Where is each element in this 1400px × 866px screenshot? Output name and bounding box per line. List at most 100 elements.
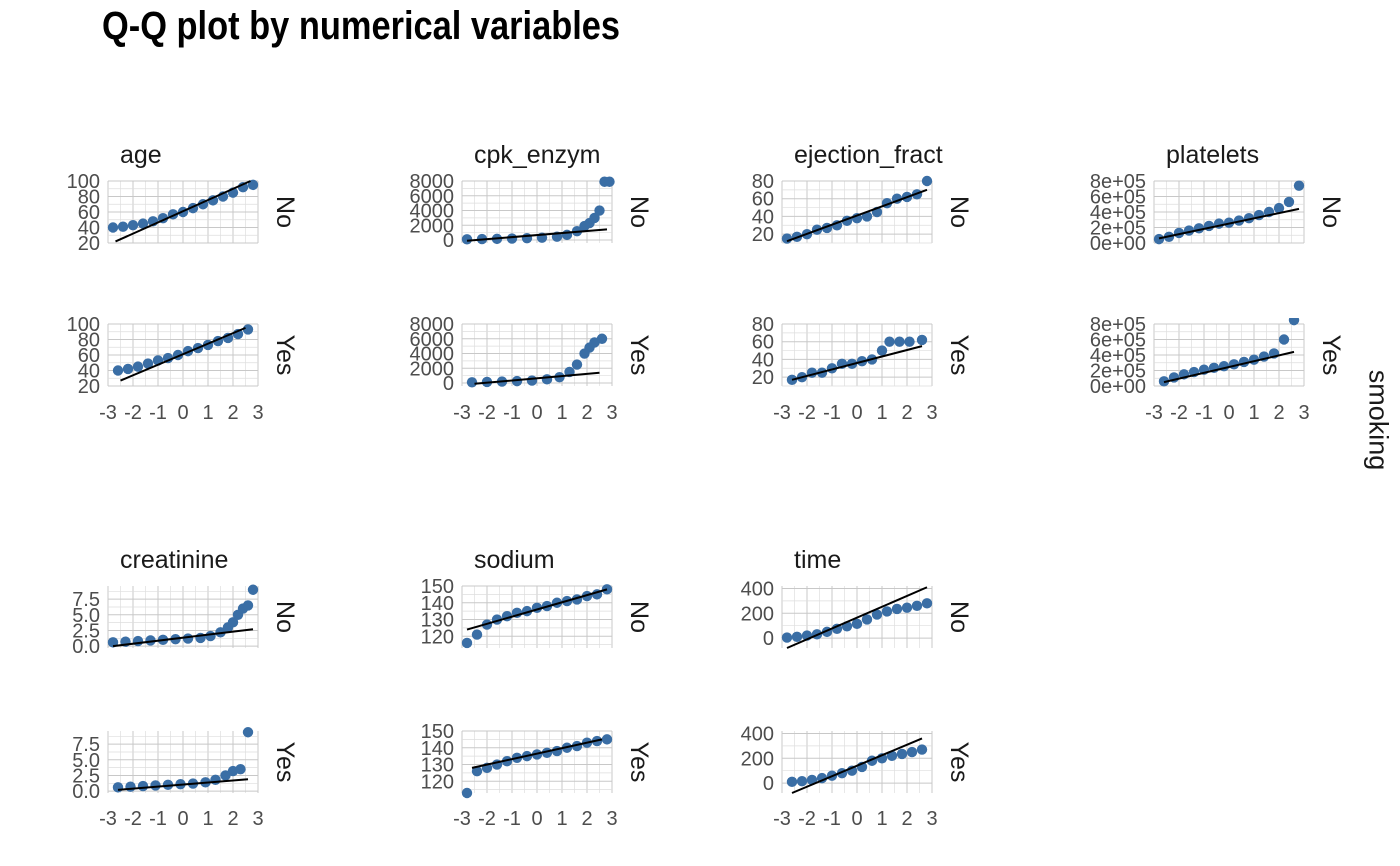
strip-label-no: No bbox=[1317, 196, 1345, 228]
qq-point bbox=[1273, 202, 1285, 214]
qq-point bbox=[182, 633, 194, 644]
y-tick-label: 6000 bbox=[410, 186, 455, 208]
y-tick-label: 40 bbox=[752, 349, 774, 371]
qq-point bbox=[461, 637, 473, 649]
plot-marks bbox=[1158, 318, 1300, 387]
facet-title: age bbox=[120, 141, 162, 169]
facet-title: sodium bbox=[474, 546, 555, 574]
qq-reference-line bbox=[466, 228, 608, 242]
y-tick-label: 0e+00 bbox=[1090, 376, 1146, 398]
qq-point bbox=[1283, 196, 1295, 208]
y-tick-label: 0 bbox=[443, 230, 454, 252]
y-tick-label: 130 bbox=[421, 755, 454, 777]
x-tick-label: -3 bbox=[773, 808, 791, 830]
x-tick-label: -3 bbox=[453, 402, 471, 424]
plot-marks bbox=[112, 324, 254, 382]
y-tick-label: 200 bbox=[741, 603, 774, 625]
qq-point bbox=[561, 229, 573, 241]
qq-point bbox=[521, 233, 533, 244]
y-tick-label: 2.5 bbox=[72, 765, 100, 787]
qq-point bbox=[137, 218, 149, 229]
qq-point bbox=[205, 630, 216, 642]
qq-point bbox=[1293, 180, 1305, 191]
x-tick-label: -3 bbox=[99, 808, 117, 830]
y-tick-label: 0.0 bbox=[72, 781, 100, 803]
qq-point bbox=[242, 600, 254, 611]
qq-point bbox=[851, 618, 863, 630]
x-tick-label: -2 bbox=[124, 402, 142, 424]
x-tick-label: 0 bbox=[851, 402, 862, 424]
x-tick-label: 0 bbox=[851, 808, 862, 830]
qq-point bbox=[247, 179, 259, 191]
y-tick-label: 6000 bbox=[410, 329, 455, 351]
plot-marks bbox=[786, 737, 928, 794]
y-tick-label: 80 bbox=[78, 187, 100, 209]
qq-reference-line bbox=[120, 326, 246, 382]
qq-point bbox=[122, 363, 134, 375]
x-tick-label: -1 bbox=[823, 402, 841, 424]
y-tick-label: 120 bbox=[421, 771, 454, 793]
qq-reference-line bbox=[112, 628, 254, 648]
strip-label-no: No bbox=[945, 196, 973, 228]
plot-marks bbox=[107, 179, 259, 243]
y-tick-label: 2e+05 bbox=[1090, 361, 1146, 383]
qq-point bbox=[247, 584, 259, 595]
y-tick-label: 0 bbox=[443, 373, 454, 395]
qq-point bbox=[461, 787, 473, 799]
x-tick-label: -1 bbox=[503, 402, 521, 424]
qq-point bbox=[541, 374, 553, 385]
x-tick-label: 1 bbox=[876, 402, 887, 424]
y-tick-label: 0e+00 bbox=[1090, 233, 1146, 255]
x-tick-label: 3 bbox=[926, 808, 937, 830]
x-tick-label: 0 bbox=[1223, 402, 1234, 424]
y-tick-label: 4000 bbox=[410, 344, 455, 366]
x-tick-label: 3 bbox=[252, 402, 263, 424]
y-tick-label: 20 bbox=[78, 233, 100, 255]
y-tick-label: 40 bbox=[752, 206, 774, 228]
panel-time-no: 0 200 400 No bbox=[741, 578, 973, 650]
x-tick-label: 1 bbox=[202, 402, 213, 424]
x-tick-label: -1 bbox=[823, 808, 841, 830]
x-tick-label: 2 bbox=[581, 808, 592, 830]
x-tick-label: -3 bbox=[1145, 402, 1163, 424]
facet-title: time bbox=[794, 546, 841, 574]
qq-point bbox=[137, 780, 149, 792]
strip-label-yes: Yes bbox=[271, 335, 299, 376]
qq-reference-line bbox=[786, 188, 928, 243]
plot-marks bbox=[461, 176, 615, 245]
qq-reference-line bbox=[471, 738, 603, 769]
x-tick-label: 0 bbox=[177, 808, 188, 830]
x-tick-label: -2 bbox=[1170, 402, 1188, 424]
facet-title: platelets bbox=[1166, 141, 1259, 169]
x-tick-label: -3 bbox=[99, 402, 117, 424]
qq-reference-line bbox=[791, 345, 923, 381]
qq-point bbox=[511, 375, 523, 387]
y-tick-label: 4000 bbox=[410, 201, 455, 223]
qq-point bbox=[235, 764, 246, 775]
qq-point bbox=[112, 782, 124, 793]
x-tick-label: 1 bbox=[202, 808, 213, 830]
qq-point bbox=[786, 776, 798, 788]
plot-marks bbox=[461, 584, 613, 649]
qq-point bbox=[884, 336, 895, 347]
qq-point bbox=[901, 602, 913, 613]
x-tick-label: 2 bbox=[1273, 402, 1284, 424]
qq-point bbox=[150, 780, 161, 791]
qq-point bbox=[921, 598, 933, 609]
y-tick-label: 2000 bbox=[410, 215, 455, 237]
strip-label-no: No bbox=[271, 196, 299, 228]
qq-point bbox=[791, 631, 803, 643]
qq-reference-line bbox=[474, 371, 600, 385]
qq-point bbox=[916, 744, 928, 755]
qq-point bbox=[871, 609, 883, 620]
x-tick-label: -1 bbox=[503, 808, 521, 830]
y-tick-label: 5.0 bbox=[72, 605, 100, 627]
